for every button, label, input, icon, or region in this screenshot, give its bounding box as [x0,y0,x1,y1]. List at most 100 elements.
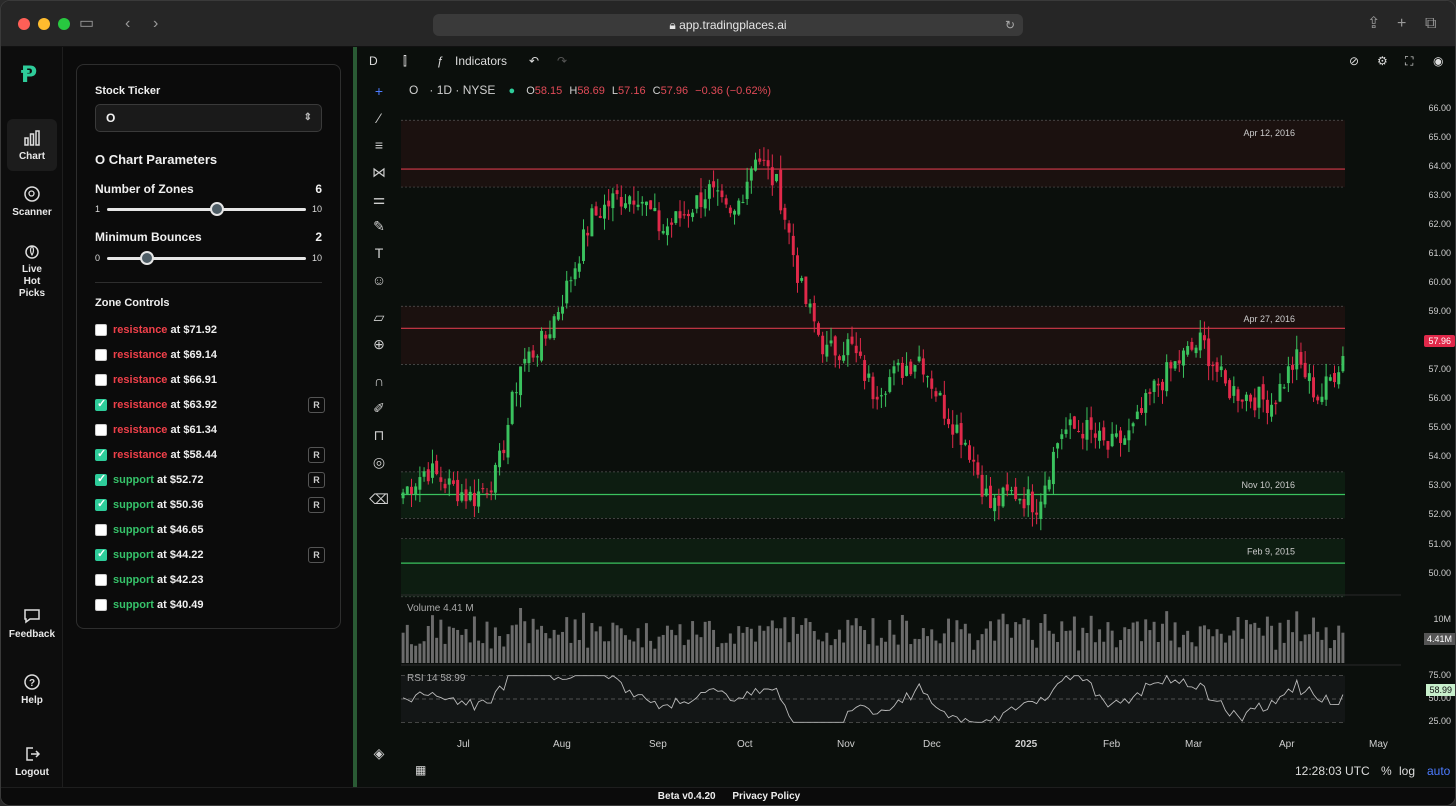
lock-drawing-icon[interactable]: ✐ [373,400,385,416]
zone-checkbox[interactable] [95,599,107,611]
camera-icon[interactable]: ◉ [1433,54,1444,68]
zone-row-support[interactable]: support at $46.65 [95,522,325,540]
zone-row-resistance[interactable]: resistance at $58.44 R [95,447,325,465]
zone-row-support[interactable]: support at $44.22 R [95,547,325,565]
new-tab-icon[interactable]: + [1397,15,1407,32]
zone-checkbox[interactable] [95,374,107,386]
zone-row-resistance[interactable]: resistance at $63.92 R [95,397,325,415]
flame-icon [25,245,39,259]
eye-icon[interactable]: ◎ [372,454,386,470]
ticker-select[interactable]: O ⇕ [95,104,322,132]
zone-row-resistance[interactable]: resistance at $69.14 [95,347,325,365]
zone-checkbox[interactable] [95,497,107,511]
bounces-slider[interactable]: 0 10 [95,251,322,265]
zone-checkbox[interactable] [95,447,107,461]
nav-live-hot-picks[interactable]: Live Hot Picks [7,242,57,300]
zone-row-support[interactable]: support at $42.23 [95,572,325,590]
zone-checkbox[interactable] [95,324,107,336]
nav-help[interactable]: ? Help [7,673,57,706]
zone-reset-button[interactable]: R [308,497,325,513]
zone-checkbox[interactable] [95,397,107,411]
zone-label: resistance at $66.91 [113,374,217,386]
candle-body [586,232,590,236]
lock-icon[interactable]: ⊓ [373,427,385,443]
zone-reset-button[interactable]: R [308,447,325,463]
close-window-button[interactable] [18,18,30,30]
indicators-icon[interactable]: ƒ [437,54,444,68]
price-axis[interactable]: 66.00 65.00 64.00 63.00 62.00 61.00 60.00 59.00… [1395,87,1455,737]
fib-icon[interactable]: ⚌ [372,191,386,207]
zone-checkbox[interactable] [95,524,107,536]
tab-overview-icon[interactable]: ⧉ [1425,15,1437,32]
date-tick: 2025 [1015,739,1038,750]
trash-icon[interactable]: ⌫ [369,491,389,507]
zone-label: resistance at $61.34 [113,424,217,436]
emoji-icon[interactable]: ☺ [371,272,387,288]
zone-reset-button[interactable]: R [308,397,325,413]
forward-icon[interactable]: › [153,15,159,32]
privacy-link[interactable]: Privacy Policy [732,791,801,802]
nav-chart[interactable]: Chart [7,119,57,171]
calendar-icon[interactable]: ▦ [415,763,427,777]
nav-scanner[interactable]: Scanner [7,185,57,218]
pattern-icon[interactable]: ⋈ [372,164,386,180]
back-icon[interactable]: ‹ [125,15,131,32]
slider-knob[interactable] [210,202,225,216]
interval-button[interactable]: D [369,54,378,68]
zone-label: Apr 12, 2016 [1243,128,1295,138]
minimize-window-button[interactable] [38,18,50,30]
brush-icon[interactable]: ✎ [373,218,385,234]
candle-body [468,491,472,501]
fullscreen-icon[interactable]: ⛶ [1405,54,1414,68]
search-zoom-icon[interactable]: ⊘ [1349,54,1360,68]
lock-icon: 🔒︎ [669,18,680,32]
zoom-window-button[interactable] [58,18,70,30]
zone-label: Nov 10, 2016 [1241,480,1295,490]
zone-checkbox[interactable] [95,574,107,586]
candle-body [472,492,476,507]
text-icon[interactable]: T [374,245,384,261]
share-icon[interactable]: ⇪ [1367,15,1381,32]
auto-toggle[interactable]: auto [1427,764,1451,778]
zone-checkbox[interactable] [95,472,107,486]
sidebar-toggle-icon[interactable]: ▭ [79,15,95,32]
crosshair-icon[interactable]: + [374,83,384,99]
reload-icon[interactable]: ↻ [1004,18,1015,32]
nav-logout[interactable]: Logout [7,745,57,778]
zone-row-support[interactable]: support at $40.49 [95,597,325,615]
redo-icon[interactable]: ↷ [557,54,568,68]
layers-icon[interactable]: ◈ [373,745,385,761]
zone-checkbox[interactable] [95,547,107,561]
zone-checkbox[interactable] [95,349,107,361]
horizontal-lines-icon[interactable]: ≡ [374,137,384,153]
zone-reset-button[interactable]: R [308,547,325,563]
log-toggle[interactable]: log [1399,764,1416,778]
zone-checkbox[interactable] [95,424,107,436]
indicators-button[interactable]: Indicators [455,54,508,68]
price-chart[interactable]: Apr 12, 2016 Apr 27, 2016 Nov 10, 2016 Feb … [401,97,1401,737]
nav-feedback[interactable]: Feedback [7,607,57,640]
zones-slider[interactable]: 1 10 [95,202,322,216]
trendline-icon[interactable]: ⁄ [377,110,381,126]
undo-icon[interactable]: ↶ [529,54,540,68]
candle-body [1228,380,1232,399]
zone-row-resistance[interactable]: resistance at $66.91 [95,372,325,390]
volume-bar [951,642,955,663]
slider-knob[interactable] [139,251,154,265]
date-tick: Jul [457,739,470,750]
volume-bar [1337,625,1341,663]
magnet-icon[interactable]: ∩ [373,373,385,389]
zone-row-resistance[interactable]: resistance at $61.34 [95,422,325,440]
zoom-in-icon[interactable]: ⊕ [373,336,385,352]
zone-row-support[interactable]: support at $52.72 R [95,472,325,490]
ruler-icon[interactable]: ▱ [373,309,385,325]
volume-bar [783,617,787,663]
zone-row-resistance[interactable]: resistance at $71.92 [95,322,325,340]
candles-icon[interactable]: ⫿ [403,54,407,68]
settings-icon[interactable]: ⚙︎ [1377,54,1388,68]
volume-bar [1278,622,1282,663]
zone-row-support[interactable]: support at $50.36 R [95,497,325,515]
address-bar[interactable]: 🔒︎ app.tradingplaces.ai ↻ [433,14,1023,36]
percent-toggle[interactable]: % [1381,764,1392,778]
zone-reset-button[interactable]: R [308,472,325,488]
